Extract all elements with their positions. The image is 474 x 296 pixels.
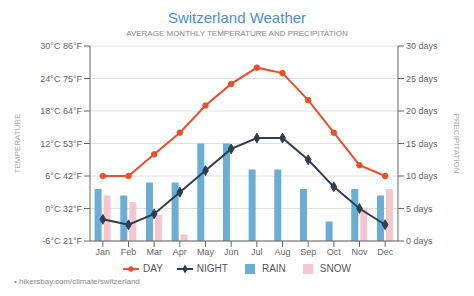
svg-text:Jul: Jul (251, 247, 263, 257)
svg-text:0°C 32°F: 0°C 32°F (45, 204, 82, 214)
svg-text:Feb: Feb (121, 247, 137, 257)
html-text:• hikersbay.com/climate/switze: • hikersbay.com/climate/switzerland (14, 277, 140, 286)
html-text:NIGHT: NIGHT (196, 263, 228, 274)
html-text:DAY: DAY (143, 263, 163, 274)
html-text:Switzerland Weather: Switzerland Weather (167, 9, 307, 26)
svg-text:Nov: Nov (351, 247, 368, 257)
svg-text:Jan: Jan (96, 247, 111, 257)
svg-text:Apr: Apr (173, 247, 187, 257)
svg-text:24°C 75°F: 24°C 75°F (40, 74, 82, 84)
svg-text:Mar: Mar (146, 247, 162, 257)
svg-text:PRECIPITATION: PRECIPITATION (452, 113, 461, 173)
html-text:RAIN: RAIN (262, 263, 286, 274)
svg-text:30°C 86°F: 30°C 86°F (40, 41, 82, 51)
svg-text:10 days: 10 days (406, 171, 438, 181)
svg-text:6°C 42°F: 6°C 42°F (45, 171, 82, 181)
html-text:AVERAGE MONTHLY TEMPERATURE AN: AVERAGE MONTHLY TEMPERATURE AND PRECIPIT… (126, 29, 348, 38)
svg-text:0 days: 0 days (406, 236, 433, 246)
svg-text:Dec: Dec (377, 247, 394, 257)
svg-text:5 days: 5 days (406, 204, 433, 214)
svg-text:12°C 53°F: 12°C 53°F (40, 139, 82, 149)
svg-text:Sep: Sep (300, 247, 316, 257)
svg-text:Aug: Aug (274, 247, 290, 257)
svg-text:TEMPERATURE: TEMPERATURE (13, 114, 22, 174)
svg-text:20 days: 20 days (406, 106, 438, 116)
svg-text:Jun: Jun (224, 247, 239, 257)
svg-text:15 days: 15 days (406, 139, 438, 149)
svg-text:-6°C 21°F: -6°C 21°F (42, 236, 82, 246)
html-text:SNOW: SNOW (319, 263, 351, 274)
svg-text:18°C 64°F: 18°C 64°F (40, 106, 82, 116)
svg-text:May: May (197, 247, 215, 257)
svg-text:30 days: 30 days (406, 41, 438, 51)
svg-text:25 days: 25 days (406, 74, 438, 84)
svg-text:Oct: Oct (327, 247, 342, 257)
